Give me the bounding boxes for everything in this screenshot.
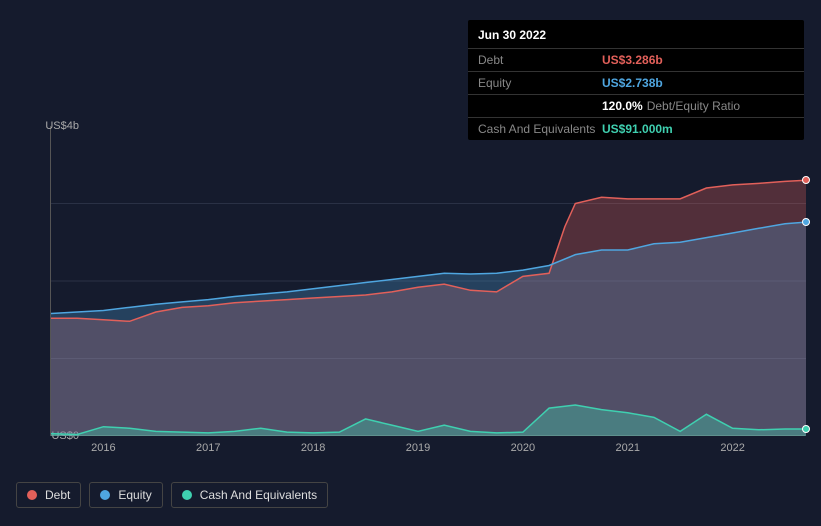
legend-label: Cash And Equivalents — [200, 488, 317, 502]
chart-plot[interactable]: US$0US$4b2016201720182019202020212022 — [50, 126, 805, 436]
tooltip-ratio-suffix: Debt/Equity Ratio — [647, 99, 740, 113]
series-end-marker — [802, 218, 810, 226]
x-axis-tick: 2018 — [301, 442, 325, 454]
tooltip-row-label: Equity — [478, 76, 602, 90]
x-axis-tick: 2020 — [511, 442, 535, 454]
legend-item[interactable]: Debt — [16, 482, 81, 508]
legend-item[interactable]: Equity — [89, 482, 162, 508]
tooltip-row: EquityUS$2.738b — [468, 71, 804, 94]
x-axis-tick: 2016 — [91, 442, 115, 454]
legend-item[interactable]: Cash And Equivalents — [171, 482, 328, 508]
tooltip-row-value: US$3.286b — [602, 53, 663, 67]
legend-label: Equity — [118, 488, 151, 502]
legend: Debt Equity Cash And Equivalents — [16, 482, 328, 508]
tooltip-row: 120.0%Debt/Equity Ratio — [468, 94, 804, 117]
tooltip-row-label: Debt — [478, 53, 602, 67]
tooltip-row-value: 120.0%Debt/Equity Ratio — [602, 99, 740, 113]
x-axis-tick: 2022 — [720, 442, 744, 454]
legend-label: Debt — [45, 488, 70, 502]
tooltip-row-label — [478, 99, 602, 113]
legend-dot-icon — [27, 490, 37, 500]
legend-dot-icon — [182, 490, 192, 500]
series-end-marker — [802, 425, 810, 433]
chart: US$0US$4b2016201720182019202020212022 — [16, 126, 805, 436]
legend-dot-icon — [100, 490, 110, 500]
x-axis-tick: 2021 — [615, 442, 639, 454]
tooltip-row-value: US$2.738b — [602, 76, 663, 90]
series-end-marker — [802, 176, 810, 184]
chart-tooltip: Jun 30 2022 DebtUS$3.286bEquityUS$2.738b… — [468, 20, 804, 140]
x-axis-tick: 2019 — [406, 442, 430, 454]
x-axis-tick: 2017 — [196, 442, 220, 454]
tooltip-date: Jun 30 2022 — [468, 26, 804, 48]
tooltip-row: DebtUS$3.286b — [468, 48, 804, 71]
